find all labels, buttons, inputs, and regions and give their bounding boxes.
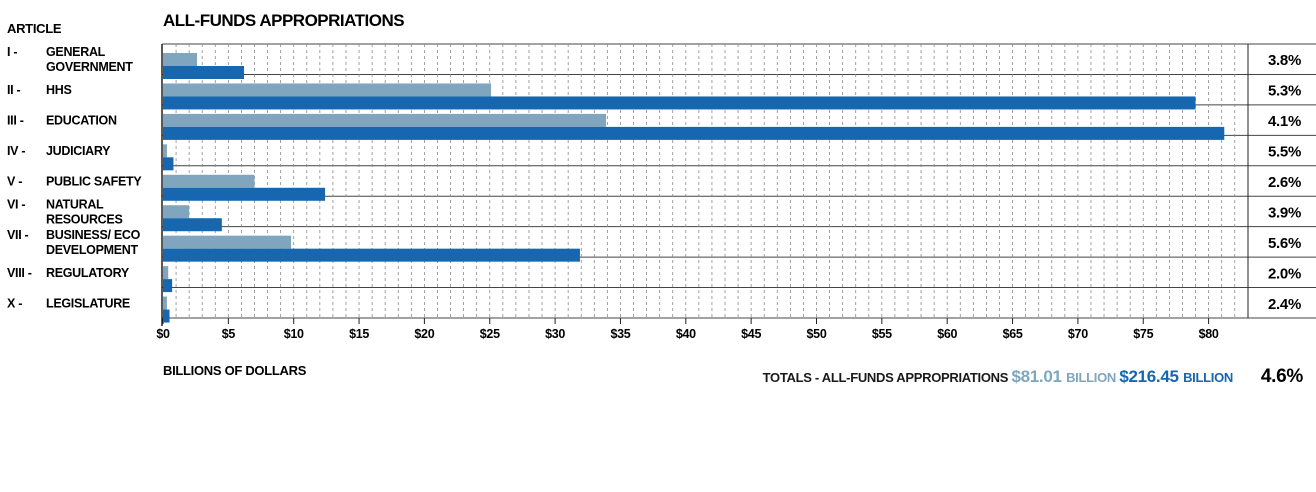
article-number: I -	[7, 45, 17, 59]
bar-light	[163, 296, 167, 310]
bar-light	[163, 113, 607, 127]
x-tick-label: $65	[1003, 327, 1023, 341]
x-tick-label: $45	[741, 327, 761, 341]
article-name: GOVERNMENT	[46, 60, 133, 74]
x-tick-label: $5	[222, 327, 236, 341]
x-tick-label: $60	[937, 327, 957, 341]
x-tick-label: $20	[414, 327, 434, 341]
x-tick-label: $35	[610, 327, 630, 341]
bar-dark	[163, 126, 1225, 140]
total-percent-change: 4.6%	[1261, 366, 1304, 387]
article-name: RESOURCES	[46, 212, 122, 226]
bar-dark	[163, 218, 222, 232]
x-tick-label: $80	[1199, 327, 1219, 341]
bar-light	[163, 205, 190, 219]
percent-change-label: 2.6%	[1268, 174, 1301, 191]
article-column-header: ARTICLE	[7, 21, 62, 36]
bar-dark	[163, 66, 245, 79]
bar-dark	[163, 309, 170, 323]
x-tick-label: $70	[1068, 327, 1088, 341]
bar-light	[163, 83, 492, 97]
totals-summary: TOTALS - ALL-FUNDS APPROPRIATIONS $81.01…	[763, 367, 1233, 386]
x-tick-label: $55	[872, 327, 892, 341]
bar-dark	[163, 157, 174, 171]
bar-dark	[163, 248, 580, 262]
bar-light	[163, 144, 167, 158]
article-name: HHS	[46, 83, 72, 97]
bar-light	[163, 235, 292, 249]
percent-change-label: 2.4%	[1268, 296, 1301, 313]
article-name: GENERAL	[46, 45, 106, 59]
article-number: V -	[7, 175, 22, 189]
article-name: BUSINESS/ ECO	[46, 228, 141, 242]
chart-title: ALL-FUNDS APPROPRIATIONS	[163, 11, 404, 30]
article-name: NATURAL	[46, 197, 104, 211]
article-name: PUBLIC SAFETY	[46, 175, 142, 189]
percent-change-label: 5.3%	[1268, 83, 1301, 100]
percent-change-label: 5.6%	[1268, 235, 1301, 252]
bar-dark	[163, 187, 326, 201]
x-tick-label: $25	[480, 327, 500, 341]
article-number: VI -	[7, 197, 25, 211]
article-name: LEGISLATURE	[46, 296, 130, 310]
bar-light	[163, 174, 255, 188]
total-dark-value: $216.45	[1119, 367, 1183, 386]
article-number: II -	[7, 83, 21, 97]
percent-change-label: 2.0%	[1268, 265, 1301, 282]
total-dark-unit: BILLION	[1183, 370, 1233, 385]
bar-light	[163, 266, 169, 280]
percent-change-label: 3.9%	[1268, 204, 1301, 221]
article-number: IV -	[7, 144, 25, 158]
x-tick-label: $30	[545, 327, 565, 341]
x-tick-label: $40	[676, 327, 696, 341]
totals-label: TOTALS - ALL-FUNDS APPROPRIATIONS	[763, 370, 1012, 385]
article-name: REGULATORY	[46, 266, 130, 280]
x-axis-label: BILLIONS OF DOLLARS	[163, 363, 307, 378]
total-light-value: $81.01	[1011, 367, 1066, 386]
x-tick-label: $75	[1133, 327, 1153, 341]
article-number: X -	[7, 296, 22, 310]
bar-light	[163, 53, 197, 66]
article-number: VIII -	[7, 266, 32, 280]
article-number: VII -	[7, 228, 29, 242]
article-number: III -	[7, 114, 24, 128]
x-tick-label: $0	[156, 327, 170, 341]
bar-dark	[163, 96, 1196, 110]
x-tick-label: $10	[284, 327, 304, 341]
article-name: EDUCATION	[46, 114, 117, 128]
article-name: JUDICIARY	[46, 144, 111, 158]
percent-change-label: 5.5%	[1268, 144, 1301, 161]
x-tick-label: $15	[349, 327, 369, 341]
bar-dark	[163, 279, 173, 293]
total-light-unit: BILLION	[1066, 370, 1119, 385]
percent-change-label: 3.8%	[1268, 52, 1301, 69]
x-tick-label: $50	[807, 327, 827, 341]
percent-change-label: 4.1%	[1268, 113, 1301, 130]
article-name: DEVELOPMENT	[46, 243, 139, 257]
